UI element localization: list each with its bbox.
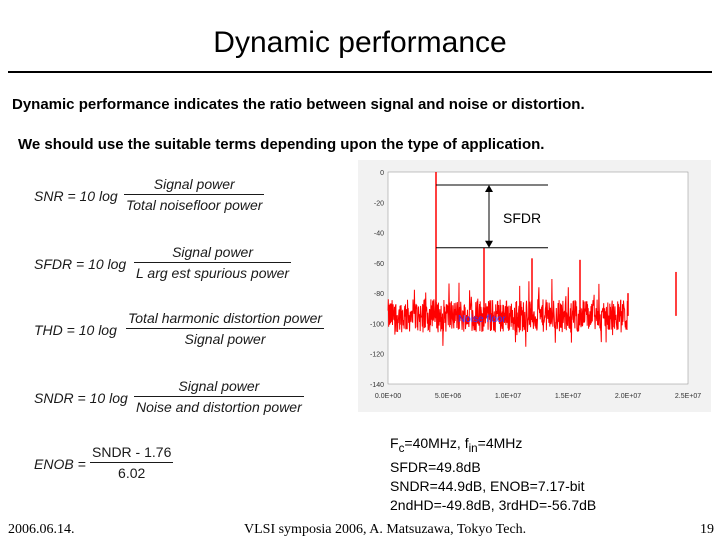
snr-fraction: Signal power Total noisefloor power: [124, 176, 265, 213]
spectrum-plot: 0 -20 -40 -60 -80 -100 -120 -140 0.0E+00 5.0E+06…: [370, 170, 701, 400]
footer-date: 2006.06.14.: [8, 522, 75, 537]
enob-formula: ENOB = SNDR - 1.76 6.02: [34, 444, 234, 488]
result-line-2: SFDR=49.8dB: [390, 458, 481, 475]
sfdr-arrowhead-down: [485, 240, 493, 248]
sndr-formula: SNDR = 10 log Signal power Noise and dis…: [34, 378, 334, 422]
fraction-bar: [124, 194, 265, 195]
thd-fraction: Total harmonic distortion power Signal p…: [126, 310, 325, 347]
page-number: 19: [700, 522, 714, 537]
y-tick-label: 0: [380, 170, 384, 177]
sfdr-formula: SFDR = 10 log Signal power L arg est spu…: [34, 244, 334, 288]
title-divider: [8, 71, 712, 73]
thd-lhs: THD = 10 log: [34, 322, 117, 338]
y-tick-label: -80: [374, 291, 384, 298]
results-panel: Fc=40MHz, fin=4MHz SFDR=49.8dB SNDR=44.9…: [390, 434, 596, 515]
result-line-1: Fc=40MHz, fin=4MHz: [390, 435, 523, 455]
enob-numerator: SNDR - 1.76: [92, 444, 172, 460]
result-line-4: 2ndHD=-49.8dB, 3rdHD=-56.7dB: [390, 496, 597, 513]
x-tick-label: 2.5E+07: [675, 393, 701, 400]
fraction-bar: [134, 262, 292, 263]
y-tick-label: -120: [370, 352, 384, 359]
plot-area: [387, 171, 689, 385]
sndr-denominator: Noise and distortion power: [136, 399, 302, 415]
footer-credit: VLSI symposia 2006, A. Matsuzawa, Tokyo …: [244, 522, 527, 537]
y-tick-label: -100: [370, 321, 384, 328]
y-tick-label: -140: [370, 382, 384, 389]
thd-numerator: Total harmonic distortion power: [128, 310, 323, 326]
x-tick-label: 1.0E+07: [495, 393, 521, 400]
x-tick-label: 5.0E+06: [435, 393, 461, 400]
y-tick-label: -20: [374, 200, 384, 207]
enob-denominator: 6.02: [118, 465, 146, 481]
x-tick-label: 2.0E+07: [615, 393, 641, 400]
sndr-numerator: Signal power: [178, 378, 260, 394]
sfdr-fraction: Signal power L arg est spurious power: [134, 244, 292, 281]
x-axis-ticks: 0.0E+00 5.0E+06 1.0E+07 1.5E+07 2.0E+07 2.5E+…: [375, 393, 701, 400]
sfdr-lhs: SFDR = 10 log: [34, 256, 127, 272]
snr-numerator: Signal power: [153, 176, 235, 192]
sndr-fraction: Signal power Noise and distortion power: [134, 378, 304, 415]
snr-lhs: SNR = 10 log: [34, 188, 118, 204]
thd-formula: THD = 10 log Total harmonic distortion p…: [34, 310, 354, 354]
spur-lines: [435, 172, 677, 316]
intro-text-1: Dynamic performance indicates the ratio …: [12, 96, 585, 113]
thd-denominator: Signal power: [184, 331, 266, 347]
spectrum-chart: 0 -20 -40 -60 -80 -100 -120 -140 0.0E+00 5.0E+06…: [358, 160, 711, 412]
intro-text-2: We should use the suitable terms dependi…: [18, 136, 545, 153]
sfdr-label: SFDR: [503, 210, 541, 226]
noise-floor-label: Noise floor: [458, 314, 506, 325]
noise-floor-trace: [387, 278, 629, 347]
sfdr-arrow: [436, 184, 548, 249]
sfdr-arrowhead-up: [485, 185, 493, 192]
y-tick-label: -60: [374, 261, 384, 268]
page-title: Dynamic performance: [213, 26, 507, 59]
fraction-bar: [126, 328, 325, 329]
sndr-lhs: SNDR = 10 log: [34, 390, 128, 406]
enob-fraction: SNDR - 1.76 6.02: [90, 444, 174, 481]
x-tick-label: 0.0E+00: [375, 393, 401, 400]
snr-formula: SNR = 10 log Signal power Total noiseflo…: [34, 176, 334, 220]
fraction-bar: [134, 396, 304, 397]
y-tick-label: -40: [374, 231, 384, 238]
result-line-3: SNDR=44.9dB, ENOB=7.17-bit: [390, 477, 585, 494]
x-tick-label: 1.5E+07: [555, 393, 581, 400]
snr-denominator: Total noisefloor power: [126, 197, 263, 213]
enob-lhs: ENOB =: [34, 456, 86, 472]
sfdr-denominator: L arg est spurious power: [136, 265, 290, 281]
sfdr-numerator: Signal power: [172, 244, 253, 260]
fraction-bar: [90, 462, 174, 463]
y-axis-ticks: 0 -20 -40 -60 -80 -100 -120 -140: [370, 170, 384, 389]
